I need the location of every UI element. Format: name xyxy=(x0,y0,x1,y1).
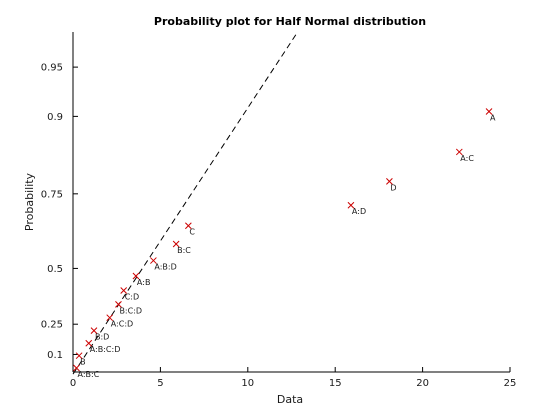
point-marker xyxy=(185,222,192,230)
point-label: B:D xyxy=(95,333,109,342)
data-point: C xyxy=(185,222,195,237)
point-label: A:B:C xyxy=(77,370,99,379)
point-label: A:B:C:D xyxy=(90,345,121,354)
point-label: A:B xyxy=(137,278,151,287)
data-point: A:D xyxy=(347,201,366,216)
point-marker xyxy=(73,364,80,372)
y-tick-label: 0.5 xyxy=(47,264,63,275)
point-marker xyxy=(106,314,114,322)
data-point: A:C:D xyxy=(106,314,133,329)
reference-line-group xyxy=(72,31,299,375)
point-marker xyxy=(347,201,355,209)
point-marker xyxy=(75,352,83,360)
point-marker xyxy=(115,301,122,308)
y-axis-label: Probability xyxy=(23,172,36,231)
data-point: A:C xyxy=(455,148,474,163)
y-tick-label: 0.1 xyxy=(47,350,63,361)
chart-title: Probability plot for Half Normal distrib… xyxy=(154,15,426,28)
data-point: C:D xyxy=(120,287,139,302)
point-label: D xyxy=(390,183,396,192)
point-label: B:C:D xyxy=(119,306,142,315)
data-point: A:B:C:D xyxy=(85,339,121,354)
x-tick-label: 5 xyxy=(157,378,163,389)
point-marker xyxy=(455,148,463,156)
point-marker xyxy=(150,257,157,264)
point-marker xyxy=(172,240,180,248)
x-tick-label: 25 xyxy=(504,378,517,389)
data-point: B:D xyxy=(90,327,109,342)
point-marker xyxy=(90,327,98,334)
point-label: A xyxy=(490,114,496,123)
x-axis-label: Data xyxy=(277,393,303,406)
x-tick-label: 10 xyxy=(241,378,254,389)
data-point: B:C xyxy=(172,240,191,255)
data-point: A xyxy=(485,108,496,123)
data-point: B xyxy=(75,352,86,367)
y-tick-label: 0.75 xyxy=(41,189,63,200)
point-marker xyxy=(485,108,493,115)
point-marker xyxy=(386,178,393,185)
point-label: C:D xyxy=(125,293,139,302)
point-marker xyxy=(132,272,140,280)
point-label: A:C:D xyxy=(111,320,133,329)
data-point: A:B:C xyxy=(73,364,100,379)
reference-line xyxy=(72,31,299,375)
y-tick-label: 0.25 xyxy=(41,320,63,331)
x-tick-label: 0 xyxy=(70,378,76,389)
point-label: A:B:D xyxy=(154,263,176,272)
y-tick-label: 0.9 xyxy=(47,112,63,123)
point-label: B:C xyxy=(177,246,191,255)
x-tick-label: 20 xyxy=(416,378,429,389)
point-label: A:D xyxy=(352,207,366,216)
point-label: B xyxy=(80,358,86,367)
data-point: A:B xyxy=(132,272,151,287)
x-ticks: 0 5 10 15 20 25 xyxy=(70,367,517,389)
point-label: C xyxy=(189,228,195,237)
y-tick-label: 0.95 xyxy=(41,63,63,74)
x-tick-label: 15 xyxy=(329,378,342,389)
data-point: B:C:D xyxy=(115,301,142,315)
data-point: D xyxy=(386,178,397,192)
point-label: A:C xyxy=(460,154,474,163)
y-ticks: 0.1 0.25 0.5 0.75 0.9 0.95 xyxy=(41,63,78,361)
point-marker xyxy=(85,339,93,347)
data-points: A:B:C B A:B:C:D B:DA:C:D B:C:D C:D A:BA:B:DB:C… xyxy=(73,108,496,379)
point-marker xyxy=(120,287,128,294)
data-point: A:B:D xyxy=(150,257,177,272)
